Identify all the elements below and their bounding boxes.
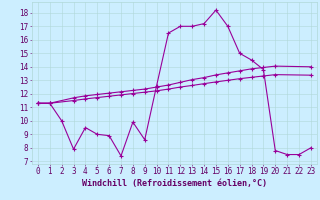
X-axis label: Windchill (Refroidissement éolien,°C): Windchill (Refroidissement éolien,°C) xyxy=(82,179,267,188)
